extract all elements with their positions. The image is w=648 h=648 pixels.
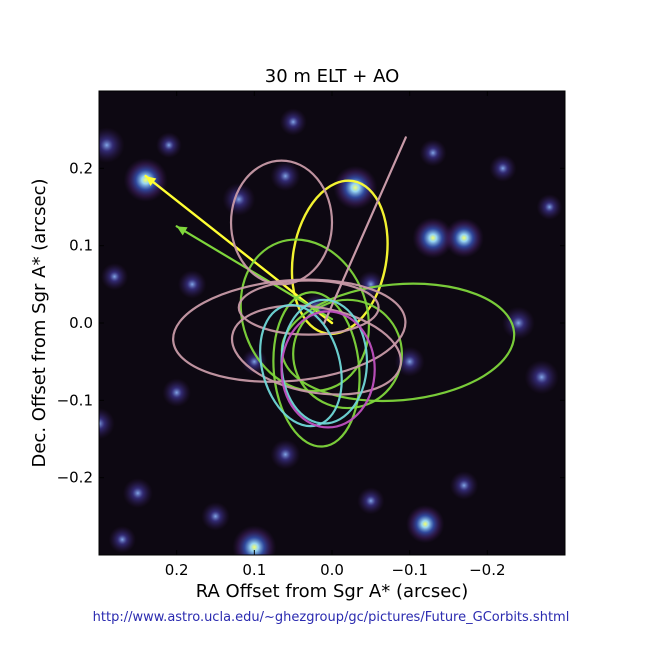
star-2 bbox=[232, 525, 277, 555]
star-11 bbox=[99, 407, 115, 440]
y-axis-title: Dec. Offset from Sgr A* (arcsec) bbox=[29, 178, 50, 467]
star-6 bbox=[99, 127, 125, 163]
y-tick-label-4: −0.2 bbox=[57, 469, 93, 487]
star-13 bbox=[162, 378, 191, 407]
star-17 bbox=[201, 502, 230, 531]
star-0 bbox=[123, 157, 168, 202]
plot-area bbox=[98, 90, 566, 556]
x-tick-label-3: −0.1 bbox=[391, 561, 427, 579]
star-29 bbox=[156, 132, 182, 159]
star-5 bbox=[406, 504, 445, 544]
star-28 bbox=[536, 194, 563, 220]
chart-title: 30 m ELT + AO bbox=[265, 66, 400, 87]
orbit-layer bbox=[144, 136, 516, 448]
y-tick-label-3: −0.1 bbox=[57, 391, 93, 409]
star-21 bbox=[279, 108, 307, 136]
star-22 bbox=[419, 139, 447, 167]
orbit-7 bbox=[172, 278, 407, 383]
y-axis-ticks: 0.2 0.1 0.0 −0.1 −0.2 bbox=[57, 159, 565, 487]
star-field bbox=[99, 108, 563, 555]
orbit-10 bbox=[237, 279, 380, 336]
y-tick-label-1: 0.1 bbox=[69, 237, 93, 255]
x-tick-label-2: 0.0 bbox=[320, 561, 344, 579]
star-7 bbox=[524, 360, 559, 395]
orbit-11 bbox=[323, 136, 407, 325]
star-20 bbox=[489, 154, 517, 182]
y-tick-label-2: 0.0 bbox=[69, 314, 93, 332]
star-8 bbox=[222, 182, 256, 216]
star-4 bbox=[444, 218, 484, 258]
y-tick-label-0: 0.2 bbox=[69, 159, 93, 177]
star-15 bbox=[122, 478, 153, 509]
star-10 bbox=[270, 439, 301, 470]
orbit-8 bbox=[229, 159, 334, 286]
star-14 bbox=[270, 161, 301, 192]
star-1 bbox=[333, 165, 378, 210]
orbit-2-arrowhead bbox=[176, 226, 188, 236]
star-23 bbox=[177, 270, 207, 299]
star-18 bbox=[357, 487, 385, 515]
star-16 bbox=[449, 471, 479, 500]
x-tick-label-0: 0.2 bbox=[165, 561, 189, 579]
orbit-0 bbox=[144, 174, 334, 325]
x-axis-title: RA Offset from Sgr A* (arcsec) bbox=[196, 581, 469, 602]
star-27 bbox=[100, 263, 129, 291]
star-9 bbox=[502, 306, 535, 340]
x-axis-ticks: 0.2 0.1 0.0 −0.1 −0.2 bbox=[165, 91, 506, 579]
star-3 bbox=[412, 217, 454, 259]
orbit-6 bbox=[292, 298, 403, 410]
orbit-2 bbox=[175, 225, 334, 321]
orbit-9 bbox=[230, 304, 403, 396]
orbit-14 bbox=[280, 310, 376, 429]
source-url-link[interactable]: http://www.astro.ucla.edu/~ghezgroup/gc/… bbox=[93, 610, 570, 625]
x-tick-label-1: 0.1 bbox=[242, 561, 266, 579]
x-tick-label-4: −0.2 bbox=[469, 561, 505, 579]
orbit-0-arrowhead bbox=[145, 176, 157, 186]
orbit-4 bbox=[239, 238, 371, 393]
star-19 bbox=[108, 525, 136, 554]
